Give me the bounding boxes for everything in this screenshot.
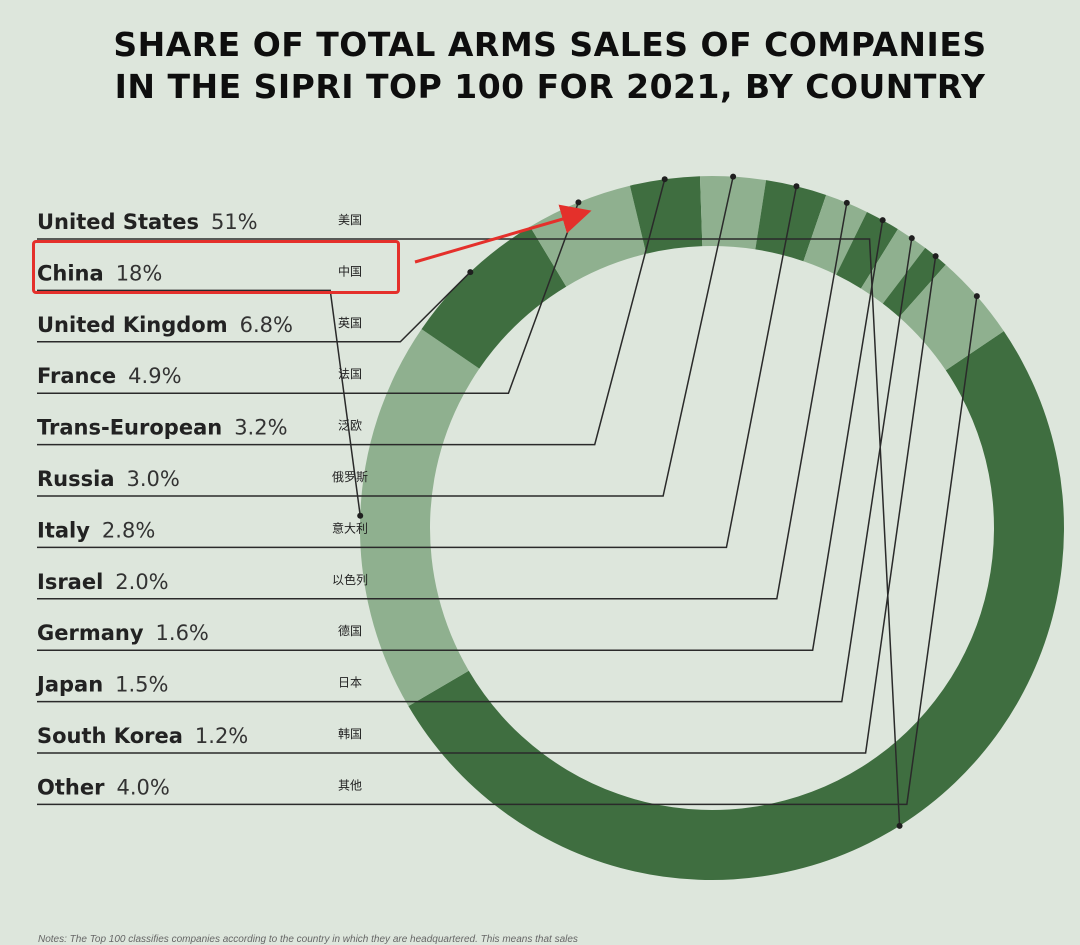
label-cn-united-kingdom: 英国	[338, 316, 362, 330]
label-value-united-states: 51%	[211, 210, 258, 234]
label-cn-china: 中国	[338, 263, 362, 278]
label-cn-other: 其他	[338, 778, 362, 792]
leader-dot-japan	[908, 235, 915, 242]
label-germany: Germany 1.6%	[37, 621, 209, 645]
label-value-france: 4.9%	[128, 364, 181, 388]
label-israel: Israel 2.0%	[37, 570, 169, 594]
leader-line-trans-european	[37, 178, 666, 446]
chart-title-line-1: SHARE OF TOTAL ARMS SALES OF COMPANIES	[113, 25, 987, 64]
leader-dot-russia	[730, 173, 737, 180]
label-france: France 4.9%	[37, 364, 182, 388]
slice-russia	[699, 176, 767, 250]
slice-germany	[836, 211, 898, 289]
leader-line-france	[37, 202, 580, 394]
label-china: China 18%	[37, 261, 162, 285]
slice-trans-european	[629, 176, 703, 254]
label-country-germany: Germany	[37, 621, 144, 645]
label-value-japan: 1.5%	[115, 673, 168, 697]
footnote: Notes: The Top 100 classifies companies …	[38, 934, 578, 945]
leader-lines	[37, 173, 980, 829]
label-italy: Italy 2.8%	[37, 518, 155, 542]
slice-france	[530, 185, 647, 287]
leader-line-united-kingdom	[37, 271, 471, 343]
label-value-israel: 2.0%	[115, 570, 168, 594]
chart-title: SHARE OF TOTAL ARMS SALES OF COMPANIES I…	[0, 24, 1080, 108]
label-value-south-korea: 1.2%	[195, 724, 248, 748]
leader-line-south-korea	[37, 256, 937, 754]
label-united-states: United States 51%	[37, 210, 258, 234]
label-country-italy: Italy	[37, 518, 90, 542]
highlight-arrow	[414, 204, 592, 264]
label-country-trans-european: Trans-European	[37, 416, 222, 440]
leader-line-israel	[37, 202, 848, 600]
label-value-trans-european: 3.2%	[234, 416, 287, 440]
slice-china	[360, 329, 480, 707]
slice-italy	[755, 180, 827, 262]
label-japan: Japan 1.5%	[35, 673, 169, 697]
label-cn-germany: 德国	[338, 623, 362, 638]
slice-south-korea	[882, 247, 946, 318]
leader-line-russia	[37, 176, 734, 497]
leader-dot-israel	[843, 199, 850, 206]
label-value-italy: 2.8%	[102, 518, 155, 542]
chart-title-line-2: IN THE SIPRI TOP 100 FOR 2021, BY COUNTR…	[114, 67, 986, 106]
label-value-germany: 1.6%	[156, 621, 209, 645]
label-country-united-kingdom: United Kingdom	[37, 313, 228, 337]
label-country-china: China	[37, 261, 104, 285]
label-cn-united-states: 美国	[338, 213, 362, 227]
label-value-russia: 3.0%	[127, 467, 180, 491]
slice-israel	[803, 195, 867, 275]
leader-dot-trans-european	[661, 176, 668, 183]
donut-slices	[360, 176, 1064, 880]
leader-line-china	[37, 289, 361, 516]
leader-dot-united-states	[896, 822, 903, 829]
slice-japan	[860, 229, 926, 304]
label-country-united-states: United States	[37, 210, 199, 234]
leader-dot-south-korea	[932, 253, 939, 260]
label-country-japan: Japan	[35, 673, 103, 697]
leader-line-other	[37, 296, 978, 806]
leader-line-germany	[37, 220, 884, 651]
highlight-box	[32, 240, 400, 294]
label-cn-south-korea: 韩国	[338, 726, 362, 741]
label-cn-israel: 以色列	[332, 573, 368, 587]
leader-dot-france	[575, 199, 582, 206]
label-cn-trans-european: 泛欧	[338, 419, 362, 433]
leader-dot-germany	[879, 217, 886, 224]
leader-dot-united-kingdom	[467, 269, 474, 276]
leader-dot-other	[973, 293, 980, 300]
slice-other	[899, 264, 1004, 371]
label-value-china: 18%	[116, 261, 163, 285]
label-country-other: Other	[37, 775, 105, 799]
leader-line-japan	[37, 238, 913, 703]
slice-united-kingdom	[421, 226, 567, 369]
label-country-south-korea: South Korea	[37, 724, 183, 748]
label-south-korea: South Korea 1.2%	[37, 724, 248, 748]
label-cn-france: 法国	[338, 367, 362, 381]
label-united-kingdom: United Kingdom 6.8%	[37, 313, 293, 337]
slice-united-states	[408, 331, 1064, 880]
label-country-israel: Israel	[37, 570, 103, 594]
label-trans-european: Trans-European 3.2%	[37, 416, 288, 440]
label-cn-russia: 俄罗斯	[332, 470, 368, 484]
label-country-russia: Russia	[37, 467, 115, 491]
legend-labels: United States 51% 美国 China 18% 中国 United Kingd…	[35, 210, 368, 799]
leader-line-italy	[37, 186, 798, 549]
label-value-other: 4.0%	[116, 775, 169, 799]
label-other: Other 4.0%	[37, 775, 170, 799]
label-cn-italy: 意大利	[332, 520, 368, 535]
label-country-france: France	[37, 364, 116, 388]
leader-line-united-states	[37, 238, 901, 826]
label-russia: Russia 3.0%	[37, 467, 180, 491]
leader-dot-italy	[793, 183, 800, 190]
label-cn-japan: 日本	[338, 676, 362, 690]
leader-dot-china	[357, 512, 364, 519]
label-value-united-kingdom: 6.8%	[240, 313, 293, 337]
